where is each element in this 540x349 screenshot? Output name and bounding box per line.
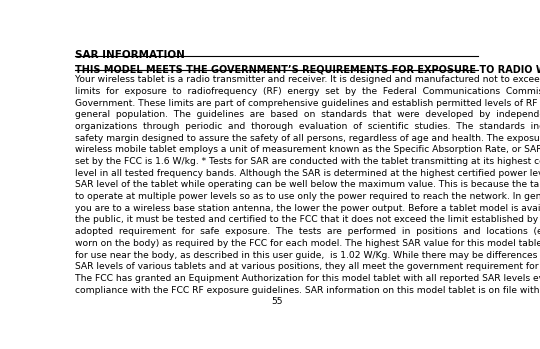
Text: limits  for  exposure  to  radiofrequency  (RF)  energy  set  by  the  Federal  : limits for exposure to radiofrequency (R… [75, 87, 540, 96]
Text: Your wireless tablet is a radio transmitter and receiver. It is designed and man: Your wireless tablet is a radio transmit… [75, 75, 540, 84]
Text: the public, it must be tested and certified to the FCC that it does not exceed t: the public, it must be tested and certif… [75, 215, 540, 224]
Text: organizations  through  periodic  and  thorough  evaluation  of  scientific  stu: organizations through periodic and thoro… [75, 122, 540, 131]
Text: The FCC has granted an Equipment Authorization for this model tablet with all re: The FCC has granted an Equipment Authori… [75, 274, 540, 283]
Text: 55: 55 [271, 297, 282, 306]
Text: adopted  requirement  for  safe  exposure.  The  tests  are  performed  in  posi: adopted requirement for safe exposure. T… [75, 227, 540, 236]
Text: SAR levels of various tablets and at various positions, they all meet the govern: SAR levels of various tablets and at var… [75, 262, 540, 271]
Text: SAR level of the tablet while operating can be well below the maximum value. Thi: SAR level of the tablet while operating … [75, 180, 540, 190]
Text: to operate at multiple power levels so as to use only the power required to reac: to operate at multiple power levels so a… [75, 192, 540, 201]
Text: worn on the body) as required by the FCC for each model. The highest SAR value f: worn on the body) as required by the FCC… [75, 239, 540, 248]
Text: THIS MODEL MEETS THE GOVERNMENT’S REQUIREMENTS FOR EXPOSURE TO RADIO WAVES.: THIS MODEL MEETS THE GOVERNMENT’S REQUIR… [75, 65, 540, 75]
Text: set by the FCC is 1.6 W/kg. * Tests for SAR are conducted with the tablet transm: set by the FCC is 1.6 W/kg. * Tests for … [75, 157, 540, 166]
Text: compliance with the FCC RF exposure guidelines. SAR information on this model ta: compliance with the FCC RF exposure guid… [75, 285, 540, 295]
Text: you are to a wireless base station antenna, the lower the power output. Before a: you are to a wireless base station anten… [75, 204, 540, 213]
Text: level in all tested frequency bands. Although the SAR is determined at the highe: level in all tested frequency bands. Alt… [75, 169, 540, 178]
Text: wireless mobile tablet employs a unit of measurement known as the Specific Absor: wireless mobile tablet employs a unit of… [75, 145, 540, 154]
Text: safety margin designed to assure the safety of all persons, regardless of age an: safety margin designed to assure the saf… [75, 134, 540, 143]
Text: Government. These limits are part of comprehensive guidelines and establish perm: Government. These limits are part of com… [75, 98, 540, 107]
Text: general  population.  The  guidelines  are  based  on  standards  that  were  de: general population. The guidelines are b… [75, 110, 540, 119]
Text: for use near the body, as described in this user guide,  is 1.02 W/Kg. While the: for use near the body, as described in t… [75, 251, 540, 260]
Text: SAR INFORMATION: SAR INFORMATION [75, 51, 185, 60]
